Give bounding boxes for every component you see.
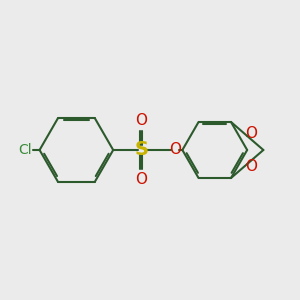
Text: O: O [135,113,147,128]
Text: O: O [245,159,257,174]
Text: O: O [245,126,257,141]
Text: Cl: Cl [19,143,32,157]
Text: O: O [135,172,147,187]
Text: O: O [169,142,181,158]
Text: S: S [134,140,148,160]
